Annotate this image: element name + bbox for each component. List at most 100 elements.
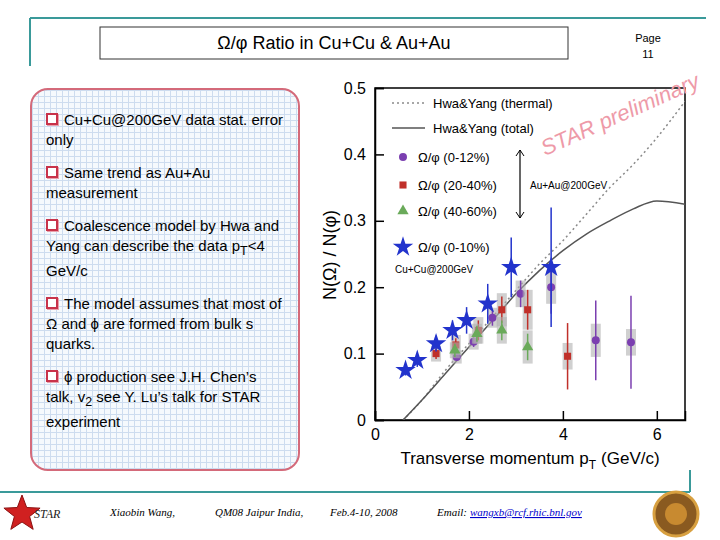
x-axis: 0 2 4 6 <box>371 411 685 443</box>
tick-label: 0.4 <box>344 146 366 163</box>
tick: 0.1 <box>344 345 384 362</box>
logo-text: STAR <box>34 507 61 521</box>
data-point <box>524 306 531 313</box>
y-axis: 0 0.1 0.2 0.3 0.4 0.5 <box>344 80 384 429</box>
data-point <box>449 344 460 354</box>
title-box <box>100 27 568 59</box>
bullet: Coalescence model by Hwa and Yang can de… <box>46 216 286 281</box>
tick-label: 0 <box>357 412 366 429</box>
bullet-marker <box>46 219 58 231</box>
tick-label: 2 <box>465 426 474 443</box>
tick: 0.2 <box>344 279 384 296</box>
legend-label: Ω/φ (0-10%) <box>418 240 490 255</box>
rule <box>0 491 690 493</box>
bullet: The model assumes that most of Ω and ϕ a… <box>46 294 286 354</box>
bullet-marker <box>46 370 58 382</box>
legend-label: Ω/φ (0-12%) <box>418 150 490 165</box>
legend: Hwa&Yang (thermal)Hwa&Yang (total)Ω/φ (0… <box>392 96 553 256</box>
legend-marker <box>397 204 408 214</box>
footer-text: Feb.4-10, 2008 <box>329 506 398 518</box>
x-axis-title-unit: (GeV/c) <box>601 449 660 468</box>
tick-label: 0.2 <box>344 279 366 296</box>
tick-label: 0.1 <box>344 345 366 362</box>
legend-label: Ω/φ (40-60%) <box>418 204 497 219</box>
data-point <box>488 314 496 322</box>
page-number: 11 <box>642 48 653 60</box>
tick: 6 <box>653 411 662 443</box>
tick-mark <box>375 221 384 223</box>
tick-mark <box>375 287 384 289</box>
data-point <box>501 257 521 276</box>
tick-label: 6 <box>653 426 662 443</box>
data-point <box>498 306 505 313</box>
tick-label: 4 <box>559 426 568 443</box>
axis-line <box>376 411 686 421</box>
x-axis-title-sub: T <box>589 458 597 472</box>
bullet-text: T <box>240 244 248 258</box>
data-point <box>471 327 482 337</box>
legend-line <box>392 102 425 104</box>
rule <box>689 470 691 492</box>
bullet-text: 2 <box>85 395 92 409</box>
model-curve <box>403 201 685 420</box>
bullet: Cu+Cu@200GeV data stat. error only <box>46 110 286 150</box>
footer-text: Xiaobin Wang, <box>109 506 175 518</box>
legend-label: Hwa&Yang (thermal) <box>433 96 553 111</box>
plot-area <box>395 101 685 420</box>
tick-label: 0.5 <box>344 80 366 97</box>
tick-mark <box>657 411 659 420</box>
tick: 0.3 <box>344 212 384 229</box>
rule <box>30 17 706 19</box>
x-axis-title-group: Transverse momentum pT (GeV/c) <box>400 449 659 472</box>
sys-error-box <box>523 290 533 330</box>
plot-frame <box>375 88 685 420</box>
x-axis-title: Transverse momentum p <box>400 449 588 468</box>
data-point <box>522 340 533 350</box>
footer-email: wangxb@rcf.rhic.bnl.gov <box>470 506 582 518</box>
data-point <box>456 310 476 329</box>
footer: STAR Xiaobin Wang, QM08 Jaipur India, Feb.4… <box>4 492 698 536</box>
legend-marker <box>393 236 413 255</box>
bullet-text: Cu+Cu@200GeV data stat. error only <box>46 111 283 148</box>
bullet-marker <box>46 297 58 309</box>
tick-mark <box>469 411 471 420</box>
annotations: Au+Au@200GeV Cu+Cu@200GeV STAR preliminary <box>395 67 705 275</box>
bullet-marker <box>46 166 58 178</box>
annotation: Au+Au@200GeV <box>530 180 607 191</box>
bullet-text: The model assumes that most of Ω and ϕ a… <box>46 295 282 352</box>
data-point <box>395 359 415 378</box>
data-series <box>449 317 533 363</box>
bullet: ϕ production see J.H. Chen’s talk, v2 se… <box>46 367 286 432</box>
legend-bracket <box>519 150 520 218</box>
data-point <box>541 257 561 276</box>
data-point <box>407 349 427 368</box>
data-point <box>426 333 446 352</box>
rule <box>29 18 31 66</box>
legend-marker <box>399 181 406 188</box>
data-series <box>395 208 561 379</box>
legend-bracket-head <box>516 150 524 156</box>
tick: 0.4 <box>344 146 384 163</box>
sys-error-box <box>472 324 482 344</box>
legend-label: Ω/φ (20-40%) <box>418 178 497 193</box>
data-series <box>452 261 636 389</box>
data-point <box>627 338 635 346</box>
legend-line <box>392 127 425 129</box>
tick-label: 0 <box>371 426 380 443</box>
tick-mark <box>375 353 384 355</box>
page-number: Page <box>635 32 661 44</box>
sys-error-box <box>450 342 460 358</box>
bullet: Same trend as Au+Au measurement <box>46 163 286 203</box>
axis-line <box>376 89 385 421</box>
legend-bracket-head <box>516 212 524 218</box>
data-point <box>592 336 600 344</box>
footer-text: QM08 Jaipur India, <box>215 506 304 518</box>
annotation: Cu+Cu@200GeV <box>395 264 474 275</box>
watermark: STAR preliminary <box>537 67 705 160</box>
sys-error-box <box>523 330 533 363</box>
data-point <box>442 320 462 339</box>
bullet-text: Same trend as Au+Au measurement <box>46 164 210 201</box>
data-point <box>564 353 571 360</box>
sys-error-box <box>497 317 507 344</box>
tick-label: 0.3 <box>344 212 366 229</box>
